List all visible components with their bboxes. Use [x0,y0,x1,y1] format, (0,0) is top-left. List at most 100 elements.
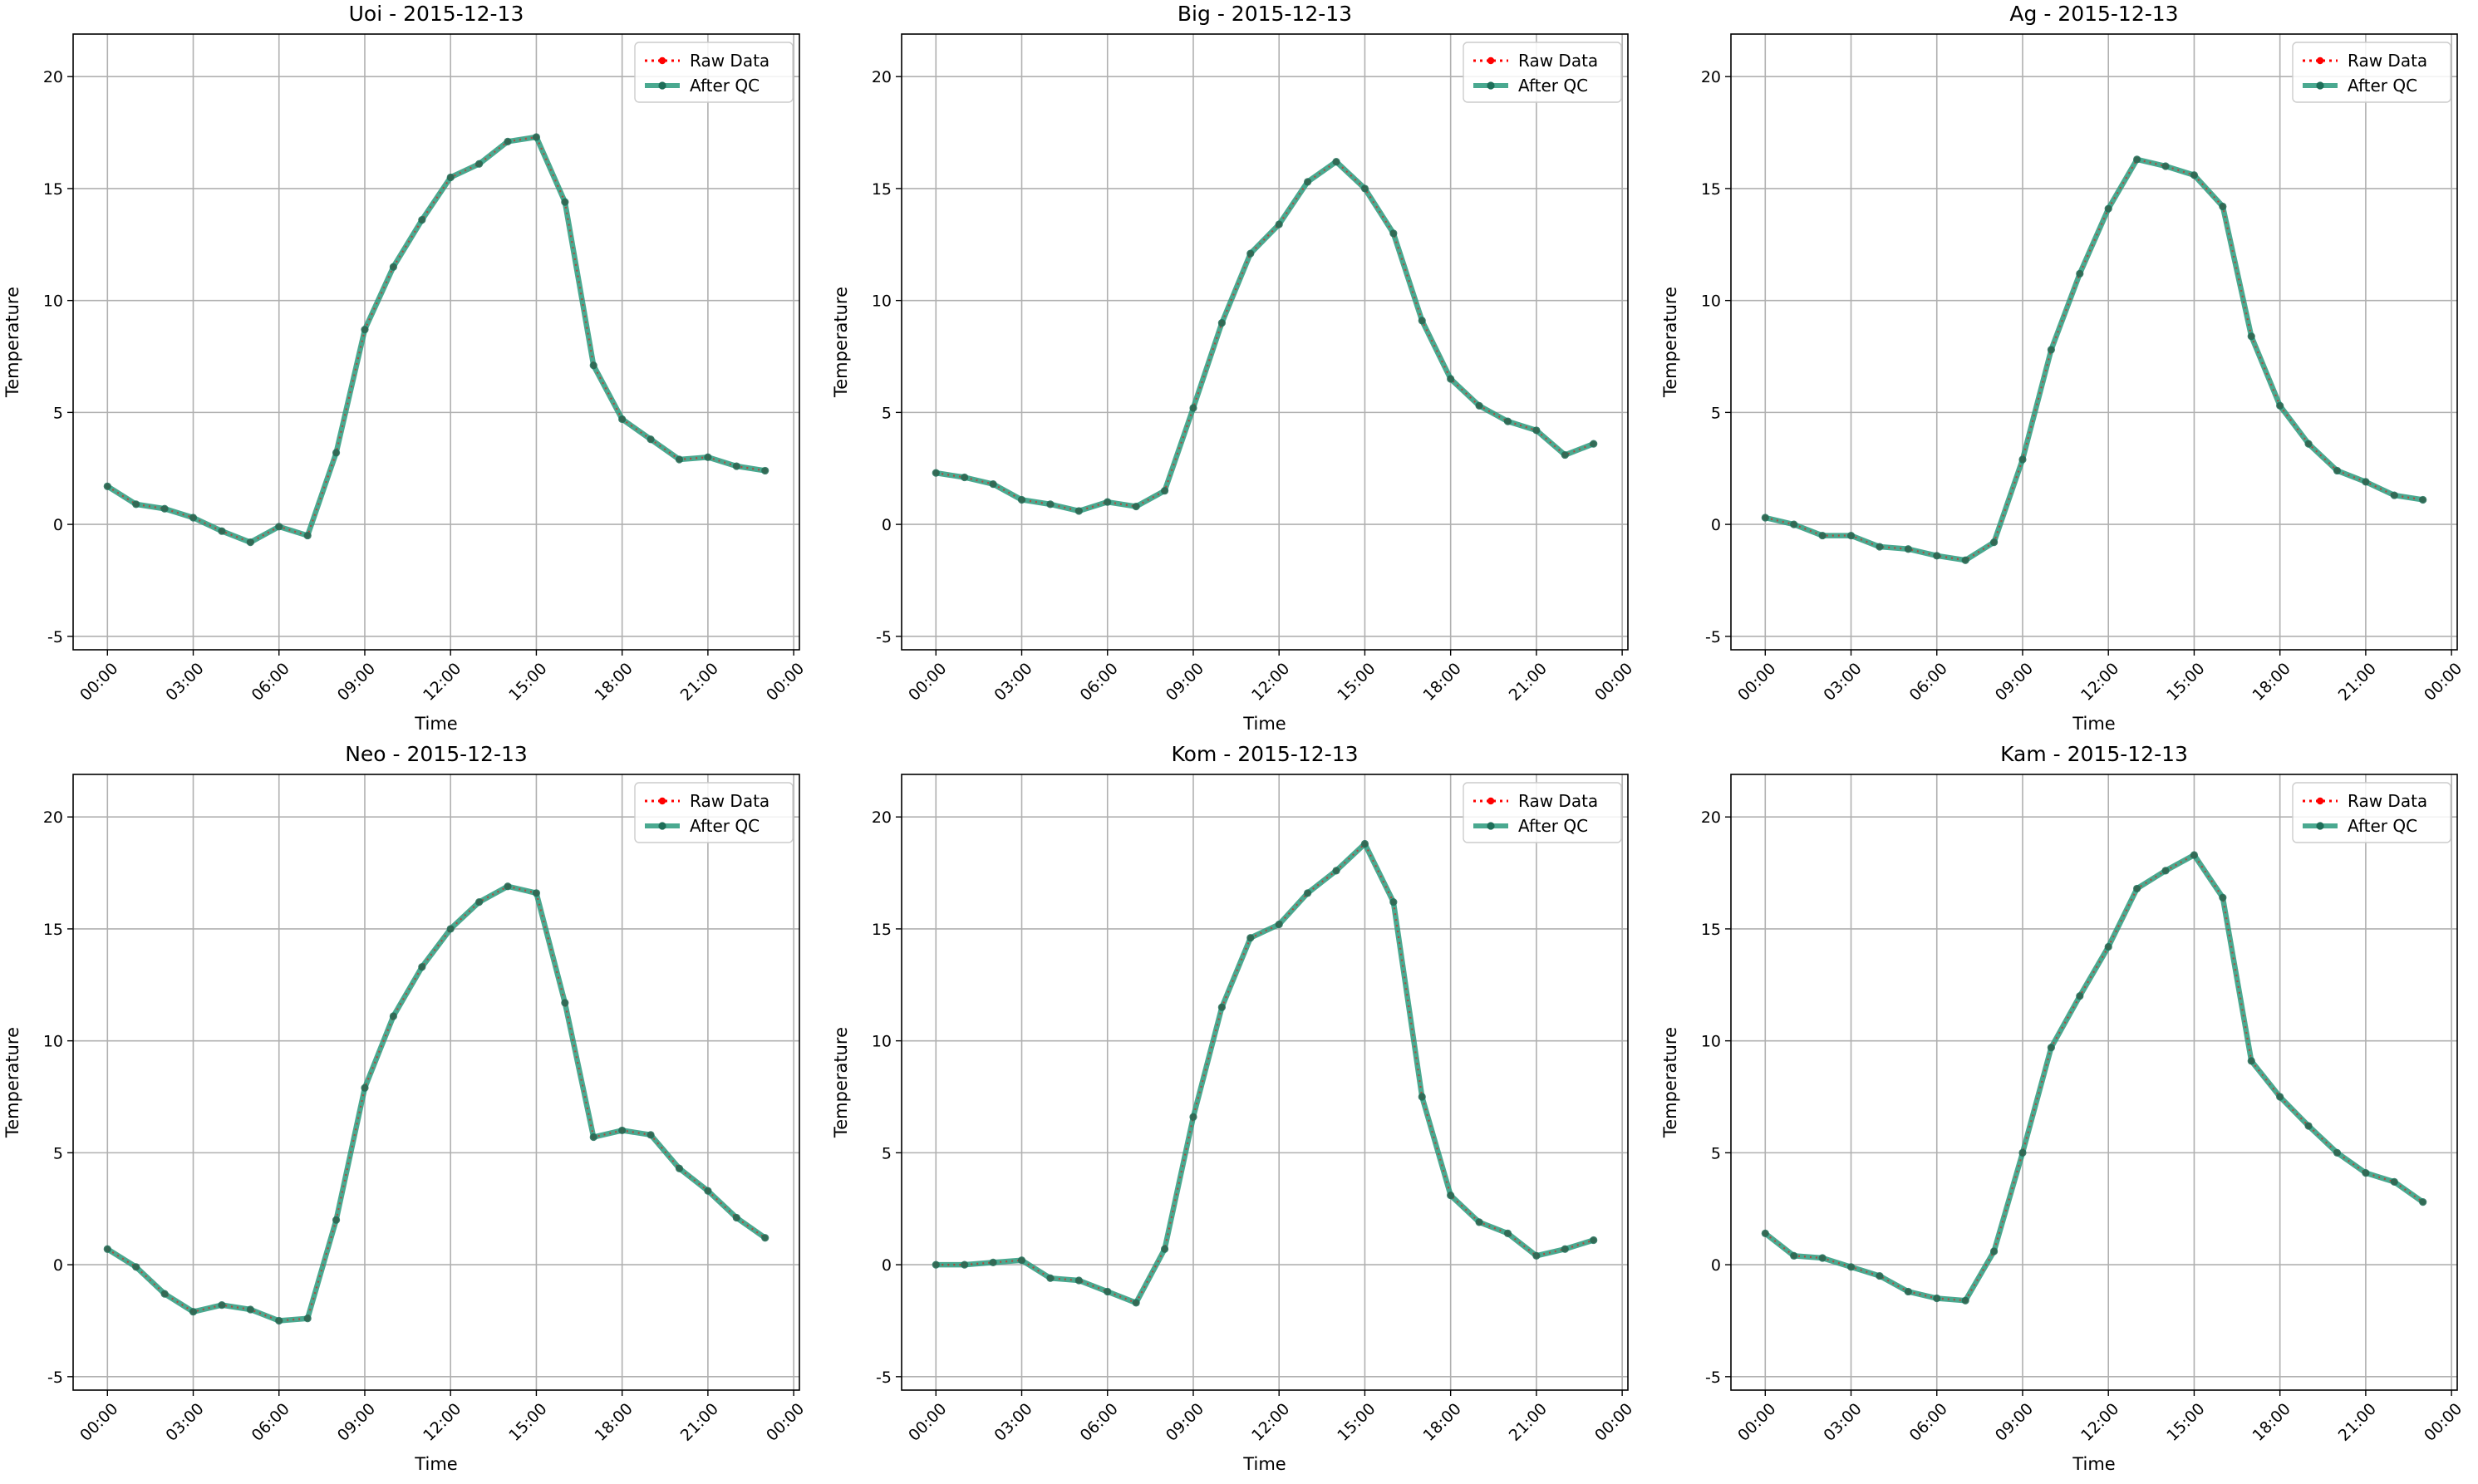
x-tick-label: 06:00 [1906,1400,1951,1445]
after-qc-point [1503,1229,1512,1237]
after-qc-point [2276,1093,2284,1101]
axes-frame [901,774,1629,1391]
after-qc-point [1189,404,1197,412]
after-qc-point [1790,520,1798,528]
after-qc-point [2419,1198,2427,1206]
after-qc-point [2247,1057,2255,1065]
after-qc-point [2390,491,2398,499]
x-tick-label: 03:00 [162,1400,207,1445]
y-tick-label: 5 [882,404,892,422]
after-qc-point [1933,552,1941,560]
subplot-6: 00:00 03:00 06:00 09:00 12:00 15:00 18:00 21:00… [1660,742,2466,1474]
y-tick-label: -5 [1705,1369,1721,1387]
x-tick-label: 03:00 [1820,1400,1865,1445]
plot-area [902,34,1628,650]
legend-marker-raw-data [2316,797,2324,805]
y-tick-label: 20 [872,808,892,827]
x-axis-label: Time [2072,1454,2115,1474]
subplot-3: 00:00 03:00 06:00 09:00 12:00 15:00 18:00 21:00… [1660,2,2466,734]
after-qc-point [132,1263,140,1271]
after-qc-point [1590,1236,1598,1245]
after-qc-point [1818,1254,1827,1262]
after-qc-point [2333,466,2342,475]
after-qc-point [1275,920,1283,929]
plot-area [902,774,1628,1390]
after-qc-point [561,198,569,206]
x-tick-label: 15:00 [2163,1400,2208,1445]
x-tick-label: 21:00 [677,660,722,705]
y-axis-label: Temperature [831,287,851,398]
after-qc-point [2047,1044,2055,1052]
y-tick-label: 20 [872,68,892,86]
after-qc-point [2247,332,2255,341]
after-qc-point [218,527,226,535]
legend-marker-raw-data [658,57,666,65]
x-tick-label: 03:00 [162,660,207,705]
after-qc-point [2362,1169,2370,1177]
x-tick-label: 00:00 [905,1400,950,1445]
subplot-title: Neo - 2015-12-13 [345,742,528,766]
y-tick-label: 5 [1711,1144,1721,1162]
after-qc-point [1332,157,1340,166]
after-qc-point [761,466,769,475]
after-qc-point [2304,1122,2313,1130]
after-qc-point [1246,934,1255,942]
after-qc-point [504,137,512,145]
after-qc-point [1189,1113,1197,1121]
series-line-raw-data [106,135,765,543]
subplot-title: Big - 2015-12-13 [1178,2,1352,26]
legend-label-after-qc: After QC [2348,816,2417,836]
after-qc-point [275,1316,283,1325]
plot-area [1731,774,2457,1390]
after-qc-point [1447,375,1455,383]
after-qc-point [1532,426,1541,435]
after-qc-point [2362,478,2370,486]
x-tick-label: 03:00 [991,1400,1035,1445]
legend-label-after-qc: After QC [1518,76,1588,96]
x-tick-label: 06:00 [1077,1400,1122,1445]
x-tick-label: 09:00 [1163,1400,1207,1445]
subplot-1: 00:00 03:00 06:00 09:00 12:00 15:00 18:00 21:00… [2,2,808,734]
after-qc-point [418,963,426,971]
plot-area [73,34,799,650]
after-qc-point [532,133,541,141]
y-tick-label: 0 [53,516,63,534]
y-tick-label: 15 [1701,180,1721,199]
after-qc-point [418,216,426,224]
x-tick-label: 00:00 [2421,660,2466,705]
x-tick-label: 15:00 [1334,660,1379,705]
x-tick-label: 00:00 [1591,660,1636,705]
x-axis-label: Time [414,714,457,734]
x-tick-label: 09:00 [1992,1400,2037,1445]
x-tick-label: 15:00 [505,660,550,705]
after-qc-point [1160,487,1169,495]
legend-label-raw-data: Raw Data [690,51,769,71]
x-axis-label: Time [414,1454,457,1474]
after-qc-point [2161,162,2170,170]
legend-label-raw-data: Raw Data [1518,51,1598,71]
after-qc-point [618,415,627,424]
after-qc-point [1475,401,1483,410]
x-tick-label: 00:00 [1591,1400,1636,1445]
y-tick-label: 20 [43,68,63,86]
after-qc-point [1017,495,1026,504]
after-qc-point [275,523,283,531]
after-qc-point [246,1305,254,1314]
after-qc-point [589,361,597,370]
after-qc-point [732,462,740,470]
subplot-title: Kam - 2015-12-13 [2000,742,2188,766]
after-qc-point [1561,1245,1569,1253]
y-tick-label: 20 [43,808,63,827]
y-tick-label: 0 [882,1256,892,1275]
after-qc-point [1132,502,1140,511]
y-tick-label: 20 [1701,808,1721,827]
legend-marker-after-qc [1487,81,1495,90]
after-qc-point [332,449,341,457]
series-line-after-qc [1763,156,2426,563]
x-tick-label: 18:00 [2249,1400,2294,1445]
after-qc-point [1761,1229,1769,1237]
y-tick-label: 15 [872,921,892,939]
after-qc-point [1074,1276,1083,1285]
after-qc-point [1846,531,1856,540]
